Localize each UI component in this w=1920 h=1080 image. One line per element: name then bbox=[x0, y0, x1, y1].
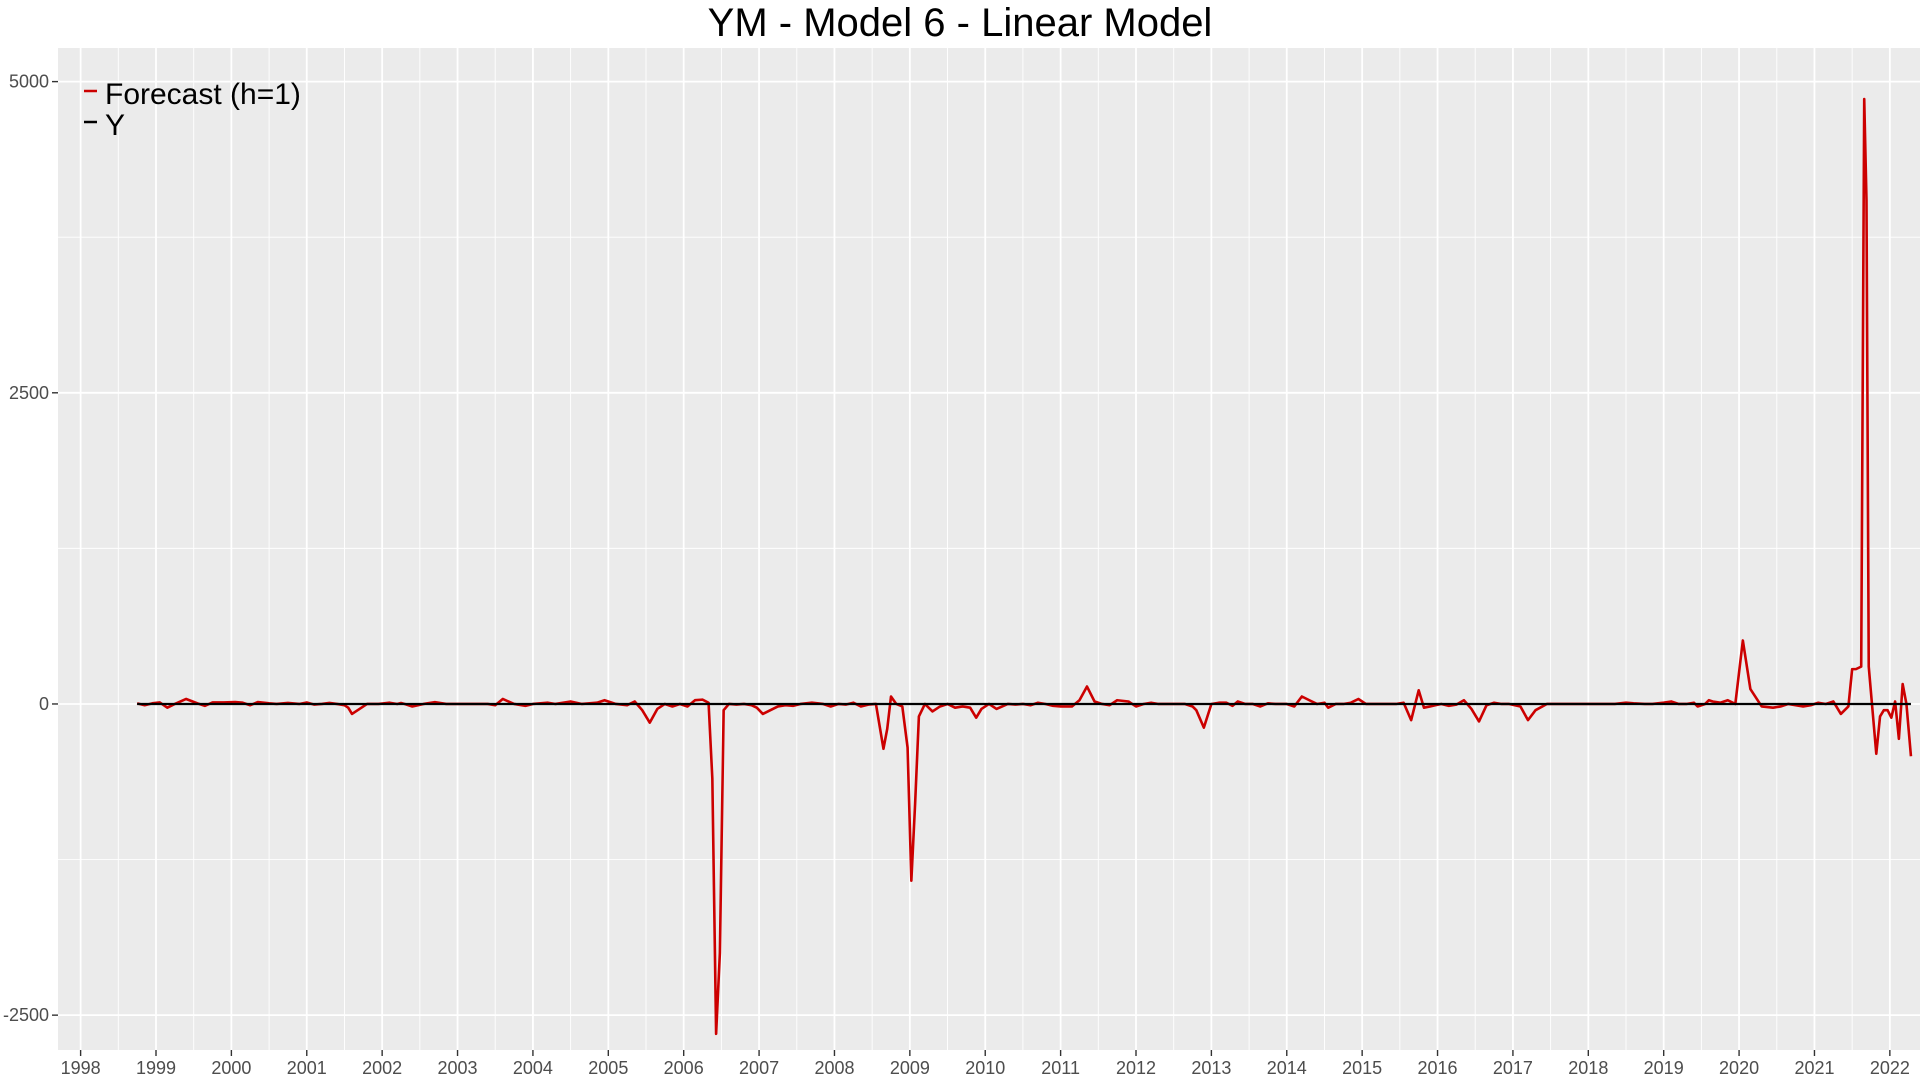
y-tick-label: 0 bbox=[39, 694, 49, 714]
x-tick-label: 2018 bbox=[1568, 1058, 1608, 1078]
x-tick-label: 2007 bbox=[739, 1058, 779, 1078]
x-tick-label: 2011 bbox=[1041, 1058, 1080, 1078]
x-tick-label: 2000 bbox=[211, 1058, 251, 1078]
chart-title: YM - Model 6 - Linear Model bbox=[707, 1, 1213, 45]
x-tick-label: 2002 bbox=[362, 1058, 402, 1078]
x-tick-label: 2009 bbox=[890, 1058, 930, 1078]
y-tick-label: 2500 bbox=[9, 383, 49, 403]
x-tick-label: 2006 bbox=[664, 1058, 704, 1078]
x-tick-label: 2016 bbox=[1418, 1058, 1458, 1078]
x-tick-label: 2021 bbox=[1794, 1058, 1834, 1078]
x-tick-label: 2022 bbox=[1870, 1058, 1910, 1078]
x-tick-label: 1999 bbox=[136, 1058, 176, 1078]
y-tick-label: -2500 bbox=[3, 1005, 49, 1025]
series-lines bbox=[136, 97, 1913, 1036]
plot-panel bbox=[58, 48, 1920, 1050]
x-tick-label: 2015 bbox=[1342, 1058, 1382, 1078]
x-tick-label: 2008 bbox=[814, 1058, 854, 1078]
x-tick-label: 2004 bbox=[513, 1058, 553, 1078]
x-axis: 1998 1999 2000 2001 2002 2003 2004 2005 2006 2007… bbox=[61, 1050, 1910, 1078]
x-tick-label: 2014 bbox=[1267, 1058, 1307, 1078]
x-tick-label: 2020 bbox=[1719, 1058, 1759, 1078]
x-tick-label: 2017 bbox=[1493, 1058, 1533, 1078]
x-tick-label: 2001 bbox=[287, 1058, 327, 1078]
legend-label-y: Y bbox=[105, 109, 125, 142]
y-tick-label: 5000 bbox=[9, 72, 49, 92]
grid-minor-lines bbox=[58, 48, 1920, 1050]
y-axis: -2500 0 2500 5000 bbox=[3, 72, 58, 1025]
x-tick-label: 2010 bbox=[965, 1058, 1005, 1078]
x-tick-label: 2019 bbox=[1644, 1058, 1684, 1078]
x-tick-label: 2013 bbox=[1191, 1058, 1231, 1078]
x-tick-label: 2003 bbox=[438, 1058, 478, 1078]
legend: Forecast (h=1) Y bbox=[84, 78, 301, 142]
x-tick-label: 2005 bbox=[588, 1058, 628, 1078]
legend-label-forecast: Forecast (h=1) bbox=[105, 78, 301, 111]
x-tick-label: 2012 bbox=[1116, 1058, 1156, 1078]
x-tick-label: 1998 bbox=[61, 1058, 101, 1078]
